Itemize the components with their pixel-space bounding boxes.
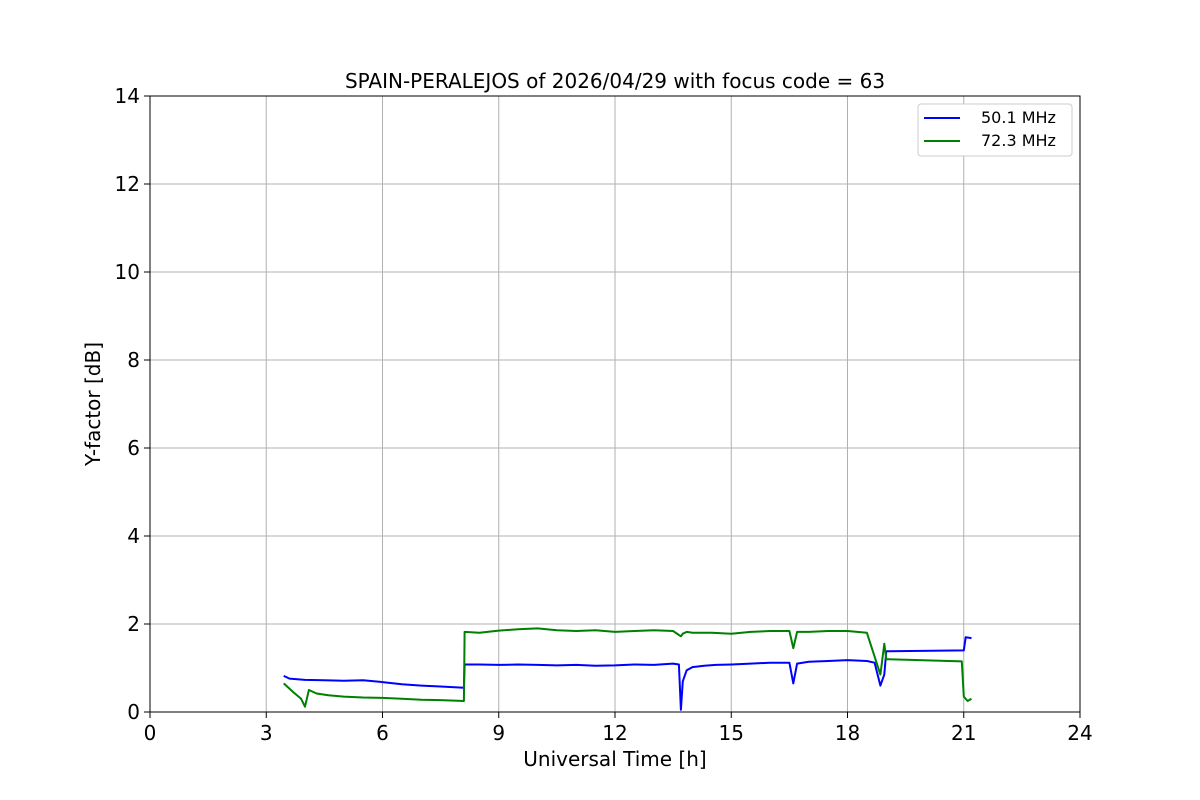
y-tick-label: 8 [127,348,140,372]
y-axis-label: Y-factor [dB] [81,342,105,467]
x-tick-label: 6 [376,721,389,745]
y-tick-label: 2 [127,612,140,636]
x-tick-label: 12 [602,721,627,745]
legend: 50.1 MHz 72.3 MHz [917,103,1073,157]
y-tick-label: 12 [115,172,140,196]
y-tick-label: 6 [127,436,140,460]
x-tick-label: 15 [719,721,744,745]
x-tick-label: 0 [144,721,157,745]
y-tick-label: 14 [115,84,140,108]
legend-label-1: 72.3 MHz [981,131,1056,150]
series-line-0 [283,636,972,711]
y-axis: 0 2 4 6 8 10 12 14 [115,84,150,724]
x-tick-label: 3 [260,721,273,745]
x-tick-label: 9 [492,721,505,745]
series-layer [283,627,972,711]
x-tick-label: 21 [951,721,976,745]
series-line-1 [283,627,972,708]
x-tick-label: 18 [835,721,860,745]
y-tick-label: 10 [115,260,140,284]
legend-label-0: 50.1 MHz [981,108,1056,127]
y-tick-label: 4 [127,524,140,548]
chart-title: SPAIN-PERALEJOS of 2026/04/29 with focus… [345,69,885,93]
x-axis-label: Universal Time [h] [523,747,706,771]
x-tick-label: 24 [1067,721,1092,745]
x-axis: 0 3 6 9 12 15 18 21 24 [144,712,1093,745]
y-tick-label: 0 [127,700,140,724]
